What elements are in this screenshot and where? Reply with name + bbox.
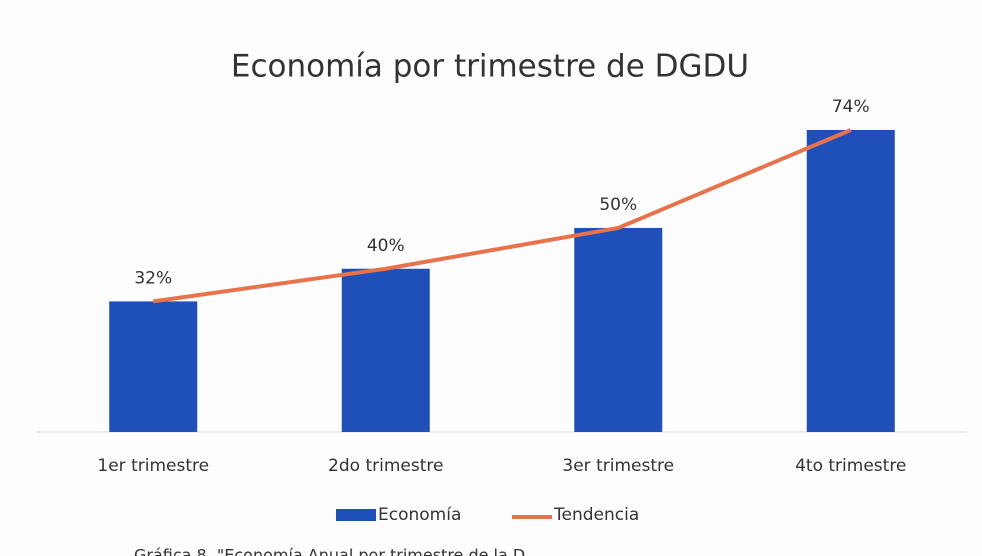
x-tick-label: 3er trimestre bbox=[562, 456, 674, 476]
chart-title: Economía por trimestre de DGDU bbox=[231, 49, 749, 85]
caption: Gráfica 8. "Economía Anual por trimestre… bbox=[134, 546, 525, 556]
data-label: 74% bbox=[832, 97, 870, 117]
legend-label: Tendencia bbox=[553, 505, 639, 525]
bar bbox=[806, 130, 895, 432]
bar bbox=[109, 301, 198, 432]
legend-swatch bbox=[336, 509, 376, 521]
data-label: 40% bbox=[367, 236, 405, 256]
data-label: 32% bbox=[134, 268, 172, 288]
trend-line bbox=[152, 128, 852, 304]
bar bbox=[574, 227, 663, 432]
legend-label: Economía bbox=[378, 505, 461, 525]
x-tick-label: 2do trimestre bbox=[328, 456, 443, 476]
x-tick-label: 4to trimestre bbox=[795, 456, 906, 476]
x-tick-label: 1er trimestre bbox=[97, 456, 209, 476]
data-label: 50% bbox=[599, 195, 637, 215]
bar bbox=[341, 268, 430, 432]
